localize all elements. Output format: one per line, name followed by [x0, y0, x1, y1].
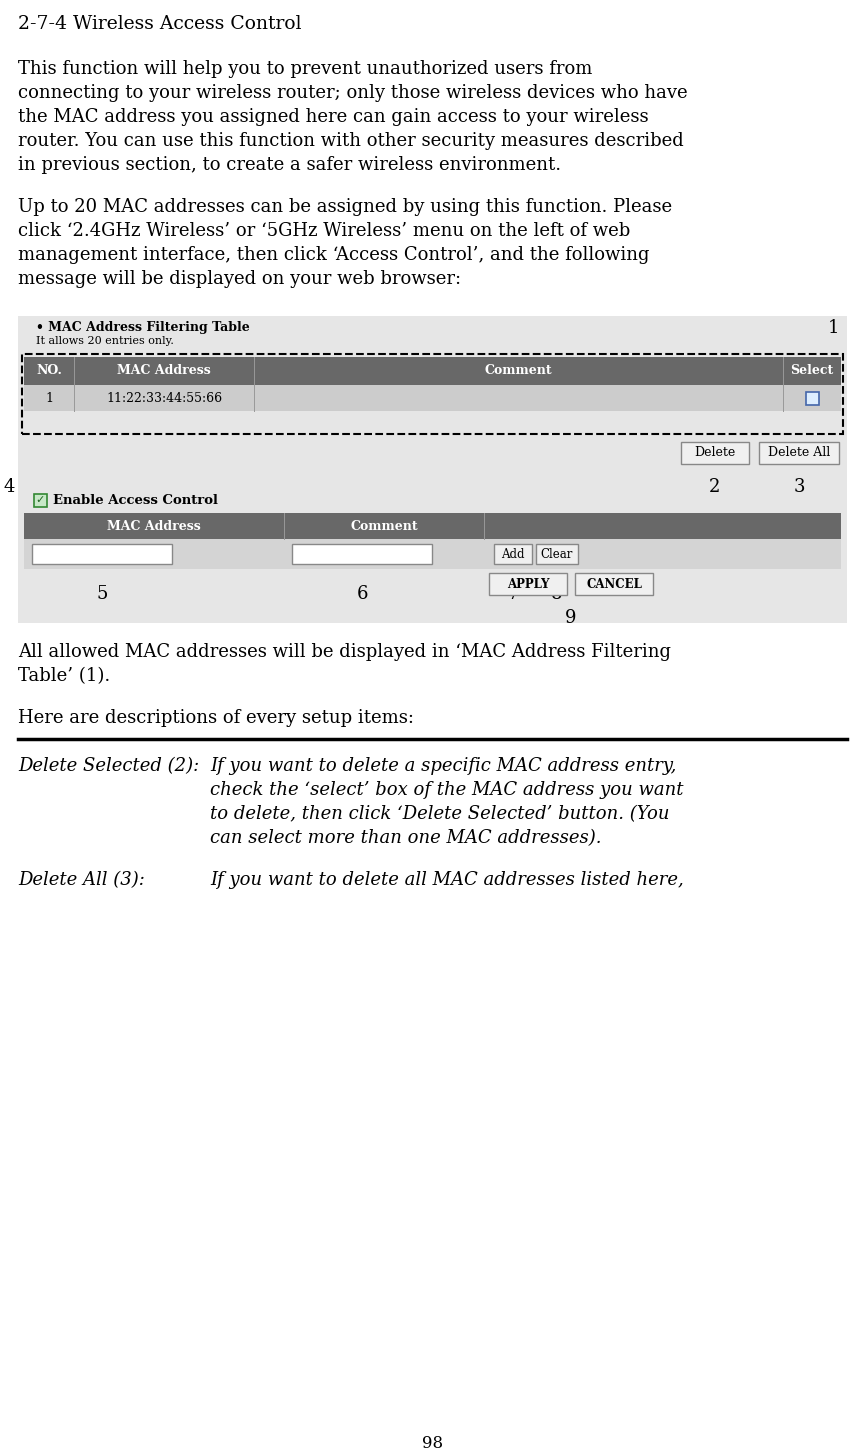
Text: CANCEL: CANCEL: [586, 578, 642, 591]
Text: 1: 1: [828, 319, 839, 338]
Text: MAC Address: MAC Address: [107, 520, 201, 532]
Text: 2-7-4 Wireless Access Control: 2-7-4 Wireless Access Control: [18, 14, 302, 33]
Text: It allows 20 entries only.: It allows 20 entries only.: [36, 336, 174, 346]
Bar: [24, 385, 841, 412]
Bar: [292, 543, 432, 564]
Text: APPLY: APPLY: [507, 578, 549, 591]
Text: click ‘2.4GHz Wireless’ or ‘5GHz Wireless’ menu on the left of web: click ‘2.4GHz Wireless’ or ‘5GHz Wireles…: [18, 222, 631, 241]
Text: Delete Selected (2):: Delete Selected (2):: [18, 756, 199, 775]
Text: 7: 7: [507, 585, 519, 603]
Text: check the ‘select’ box of the MAC address you want: check the ‘select’ box of the MAC addres…: [210, 781, 683, 798]
Bar: [536, 543, 578, 564]
Text: in previous section, to create a safer wireless environment.: in previous section, to create a safer w…: [18, 156, 561, 174]
Text: Select: Select: [791, 365, 834, 378]
Text: Table’ (1).: Table’ (1).: [18, 667, 110, 685]
Text: If you want to delete all MAC addresses listed here,: If you want to delete all MAC addresses …: [210, 871, 683, 890]
Text: can select more than one MAC addresses).: can select more than one MAC addresses).: [210, 829, 601, 848]
Text: Comment: Comment: [484, 365, 553, 378]
Text: If you want to delete a specific MAC address entry,: If you want to delete a specific MAC add…: [210, 756, 676, 775]
Text: Here are descriptions of every setup items:: Here are descriptions of every setup ite…: [18, 709, 414, 727]
Text: 11:22:33:44:55:66: 11:22:33:44:55:66: [106, 391, 222, 404]
Bar: [22, 354, 843, 435]
Text: Comment: Comment: [350, 520, 418, 532]
Bar: [805, 391, 818, 404]
Text: This function will help you to prevent unauthorized users from: This function will help you to prevent u…: [18, 59, 593, 78]
Text: Delete All (3):: Delete All (3):: [18, 871, 144, 890]
Text: management interface, then click ‘Access Control’, and the following: management interface, then click ‘Access…: [18, 246, 650, 264]
Text: the MAC address you assigned here can gain access to your wireless: the MAC address you assigned here can ga…: [18, 109, 649, 126]
Text: 3: 3: [793, 478, 804, 496]
Bar: [34, 494, 47, 507]
Text: message will be displayed on your web browser:: message will be displayed on your web br…: [18, 270, 461, 288]
Text: Enable Access Control: Enable Access Control: [53, 494, 218, 507]
Bar: [24, 356, 841, 385]
Text: Up to 20 MAC addresses can be assigned by using this function. Please: Up to 20 MAC addresses can be assigned b…: [18, 199, 672, 216]
Text: 8: 8: [551, 585, 563, 603]
Bar: [32, 543, 172, 564]
Text: 5: 5: [96, 585, 107, 603]
Text: 4: 4: [4, 478, 16, 496]
Bar: [24, 513, 841, 539]
Bar: [575, 572, 653, 596]
Text: 98: 98: [422, 1435, 443, 1449]
Text: connecting to your wireless router; only those wireless devices who have: connecting to your wireless router; only…: [18, 84, 688, 101]
Text: Add: Add: [501, 548, 525, 561]
Text: ✓: ✓: [35, 496, 45, 506]
Bar: [759, 442, 839, 464]
Text: to delete, then click ‘Delete Selected’ button. (You: to delete, then click ‘Delete Selected’ …: [210, 806, 670, 823]
Bar: [489, 572, 567, 596]
Text: 6: 6: [356, 585, 368, 603]
Text: Delete All: Delete All: [768, 446, 830, 459]
Bar: [681, 442, 749, 464]
Bar: [24, 539, 841, 569]
Text: Delete: Delete: [695, 446, 735, 459]
Text: MAC Address: MAC Address: [117, 365, 211, 378]
Text: NO.: NO.: [36, 365, 62, 378]
Text: 9: 9: [565, 609, 577, 627]
Text: All allowed MAC addresses will be displayed in ‘MAC Address Filtering: All allowed MAC addresses will be displa…: [18, 643, 671, 661]
Bar: [18, 316, 847, 623]
Text: Clear: Clear: [541, 548, 573, 561]
Text: 2: 2: [709, 478, 721, 496]
Text: 1: 1: [45, 391, 53, 404]
Text: • MAC Address Filtering Table: • MAC Address Filtering Table: [36, 322, 250, 335]
Bar: [494, 543, 532, 564]
Text: router. You can use this function with other security measures described: router. You can use this function with o…: [18, 132, 683, 151]
